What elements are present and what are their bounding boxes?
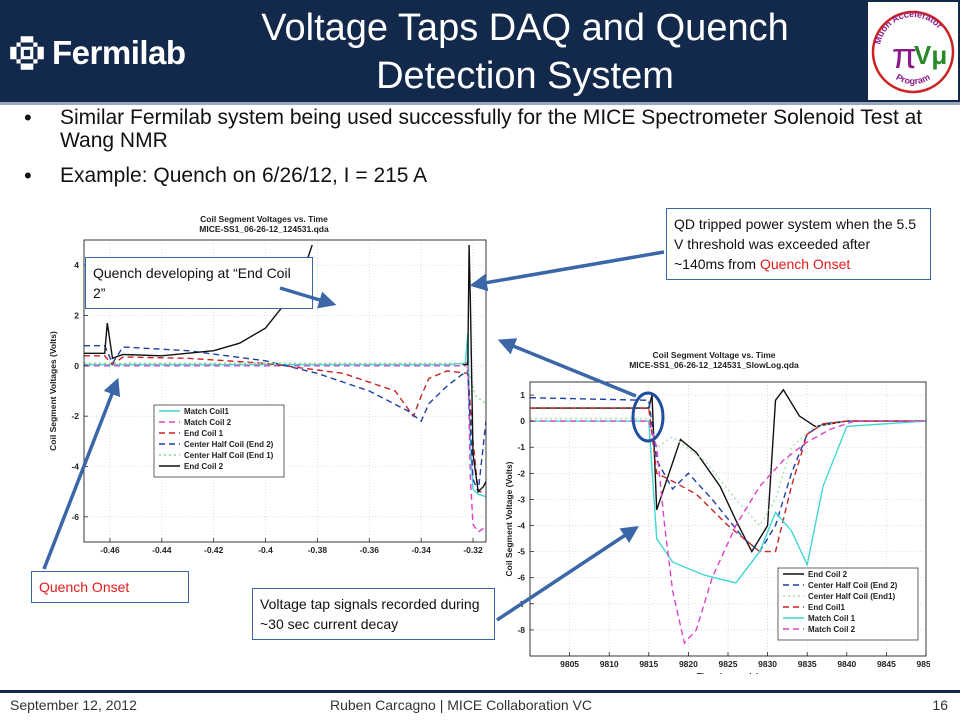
- legend-label: Center Half Coil (End 2): [184, 440, 274, 449]
- series-group: [530, 388, 926, 645]
- callout-qd-tripped-text: QD tripped power system when the 5.5 V t…: [674, 216, 917, 272]
- legend-label: End Coil 1: [184, 429, 224, 438]
- x-axis-label: Time (seconds): [697, 671, 759, 674]
- footer-date: September 12, 2012: [10, 697, 137, 713]
- x-tick-label: -0.32: [463, 545, 483, 555]
- slide-header: Fermilab Voltage Taps DAQ and Quench Det…: [0, 0, 960, 105]
- y-tick-label: -6: [71, 512, 79, 522]
- y-tick-label: 1: [520, 390, 525, 400]
- y-tick-label: -1: [517, 442, 525, 452]
- x-tick-label: 9845: [877, 659, 896, 669]
- chart-subtitle: MICE-SS1_06-26-12_124531.qda: [199, 224, 329, 234]
- chart-coil-segment-voltage-slowlog: 9805 9810 9815 9820 9825 9830 9835 9840 9845 9850…: [500, 346, 930, 674]
- chart-legend: Match Coil1 Match Coil 2 End Coil 1 Center …: [153, 404, 285, 478]
- badge-letters: Vμ: [914, 40, 947, 70]
- slide-title: Voltage Taps DAQ and Quench Detection Sy…: [190, 4, 860, 100]
- bullet-item: Example: Quench on 6/26/12, I = 215 A: [24, 164, 954, 187]
- fermilab-logo-text: Fermilab: [52, 34, 186, 71]
- callout-voltage-tap: Voltage tap signals recorded during ~30 …: [252, 588, 495, 640]
- chart-legend: End Coil 2 Center Half Coil (End 2) Center…: [777, 567, 919, 641]
- chart-subtitle: MICE-SS1_06-26-12_124531_SlowLog.qda: [629, 360, 799, 370]
- y-tick-label: -7: [517, 599, 525, 609]
- callout-quench-developing: Quench developing at “End Coil 2”: [85, 257, 313, 309]
- footer-page-number: 16: [932, 697, 948, 713]
- x-tick-label: 9830: [758, 659, 777, 669]
- legend-label: End Coil1: [808, 603, 845, 612]
- callout-quench-developing-text: Quench developing at “End Coil 2”: [93, 265, 291, 301]
- arrow-qd-tripped: [469, 250, 665, 292]
- x-tick-label: -0.42: [204, 545, 224, 555]
- series-line: [462, 244, 486, 494]
- slide-title-line1: Voltage Taps DAQ and Quench: [261, 7, 789, 49]
- badge-text-bottom: Program: [894, 72, 931, 86]
- y-tick-label: 0: [520, 416, 525, 426]
- x-tick-label: 9805: [560, 659, 579, 669]
- series-line: [530, 420, 926, 645]
- legend-label: End Coil 2: [808, 570, 848, 579]
- x-tick-label: -0.44: [152, 545, 172, 555]
- legend-label: Match Coil 2: [184, 418, 232, 427]
- x-tick-label: -0.36: [360, 545, 380, 555]
- x-tick-label: 9840: [837, 659, 856, 669]
- x-tick-label: 9835: [798, 659, 817, 669]
- slide-footer: September 12, 2012 Ruben Carcagno | MICE…: [0, 695, 960, 720]
- bullet-list: Similar Fermilab system being used succe…: [24, 106, 954, 199]
- y-tick-label: 2: [74, 311, 79, 321]
- callout-qd-tripped-onset: Quench Onset: [759, 256, 851, 272]
- callout-quench-onset-text: Quench Onset: [39, 579, 130, 595]
- chart-title: Coil Segment Voltage vs. Time: [653, 350, 776, 360]
- legend-label: Center Half Coil (End1): [808, 592, 895, 601]
- legend-label: Center Half Coil (End 1): [184, 451, 274, 460]
- y-tick-label: -4: [517, 521, 525, 531]
- chart-title: Coil Segment Voltages vs. Time: [200, 214, 328, 224]
- callout-voltage-tap-text: Voltage tap signals recorded during ~30 …: [260, 596, 480, 632]
- header-divider: [0, 102, 960, 105]
- y-tick-label: 0: [74, 361, 79, 371]
- y-tick-label: -6: [517, 573, 525, 583]
- x-tick-label: -0.4: [258, 545, 273, 555]
- x-tick-label: 9820: [679, 659, 698, 669]
- fermilab-logo: Fermilab: [6, 32, 186, 74]
- y-tick-label: -4: [71, 462, 79, 472]
- y-tick-label: -2: [517, 468, 525, 478]
- footer-divider: [0, 690, 960, 693]
- x-tick-label: 9850: [917, 659, 930, 669]
- legend-label: Match Coil 1: [808, 614, 856, 623]
- y-tick-label: -8: [517, 625, 525, 635]
- x-tick-label: 9810: [600, 659, 619, 669]
- footer-author: Ruben Carcagno | MICE Collaboration VC: [330, 697, 592, 713]
- legend-label: End Coil 2: [184, 462, 224, 471]
- series-line: [530, 388, 926, 554]
- callout-quench-onset: Quench Onset: [31, 571, 189, 603]
- slide-title-line2: Detection System: [376, 55, 674, 97]
- x-tick-label: -0.34: [411, 545, 431, 555]
- muon-accelerator-program-logo: Muon Accelerator Program π Vμ: [868, 2, 958, 100]
- y-tick-label: -3: [517, 494, 525, 504]
- x-tick-label: 9825: [719, 659, 738, 669]
- y-axis-label: Coil Segment Voltages (Volts): [48, 331, 58, 451]
- x-axis-label: Time (seconds): [254, 557, 316, 558]
- legend-label: Center Half Coil (End 2): [808, 581, 898, 590]
- series-line: [530, 420, 926, 584]
- x-tick-label: -0.38: [308, 545, 328, 555]
- bullet-item: Similar Fermilab system being used succe…: [24, 106, 954, 152]
- legend-box: [777, 567, 919, 641]
- y-tick-label: -5: [517, 547, 525, 557]
- callout-qd-tripped: QD tripped power system when the 5.5 V t…: [666, 208, 931, 280]
- x-tick-label: 9815: [639, 659, 658, 669]
- fermilab-mark-icon: [10, 36, 44, 70]
- y-tick-label: 4: [74, 260, 79, 270]
- y-axis-label: Coil Segment Voltage (Volts): [504, 461, 514, 576]
- y-tick-label: -2: [71, 411, 79, 421]
- badge-pi-symbol: π: [892, 35, 917, 76]
- x-tick-label: -0.46: [100, 545, 120, 555]
- legend-box: [153, 404, 285, 478]
- svg-text:Program: Program: [894, 72, 931, 86]
- legend-label: Match Coil1: [184, 407, 229, 416]
- series-line: [84, 344, 486, 492]
- legend-label: Match Coil 2: [808, 625, 856, 634]
